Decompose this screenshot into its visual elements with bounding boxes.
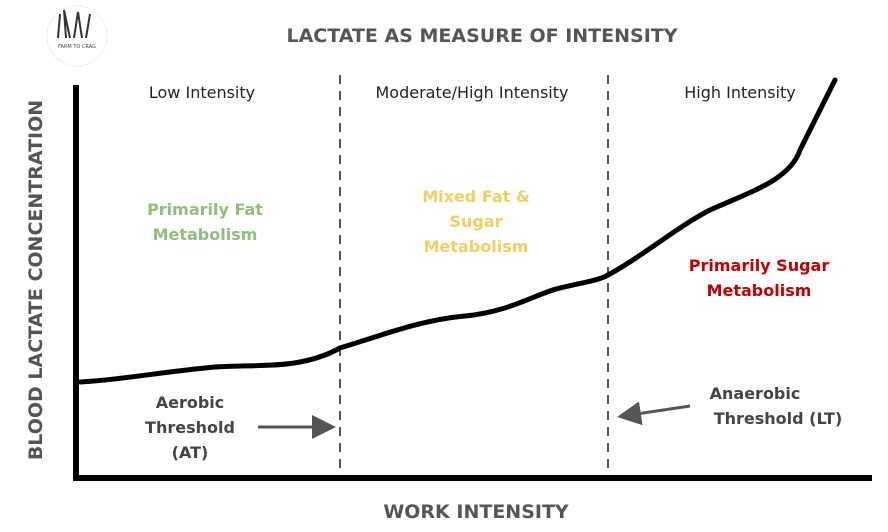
threshold-label: (AT) xyxy=(172,443,209,462)
zone-label: Moderate/High Intensity xyxy=(376,83,569,102)
threshold-label: Anaerobic xyxy=(710,384,801,403)
title: LACTATE AS MEASURE OF INTENSITY xyxy=(287,25,678,47)
logo-text: FARM TO CRAG xyxy=(58,44,96,50)
x-axis-label: WORK INTENSITY xyxy=(383,501,569,523)
threshold-label: Threshold (LT) xyxy=(714,409,843,428)
metabolism: Metabolism xyxy=(153,225,258,244)
zone-label: High Intensity xyxy=(684,83,796,102)
logo: FARM TO CRAG xyxy=(46,5,108,67)
metabolism: Primarily Fat xyxy=(147,200,263,219)
metabolism: Mixed Fat & xyxy=(422,187,530,206)
y-axis-label: BLOOD LACTATE CONCENTRATION xyxy=(25,100,47,460)
metabolism: Sugar xyxy=(449,212,502,231)
zone-label: Low Intensity xyxy=(149,83,255,102)
arrow xyxy=(617,401,691,426)
threshold-label: Threshold xyxy=(145,418,235,437)
lactate-curve xyxy=(77,77,838,385)
metabolism: Metabolism xyxy=(707,281,812,300)
threshold-label: Aerobic xyxy=(156,393,225,412)
metabolism: Metabolism xyxy=(424,237,529,256)
metabolism: Primarily Sugar xyxy=(689,256,830,275)
